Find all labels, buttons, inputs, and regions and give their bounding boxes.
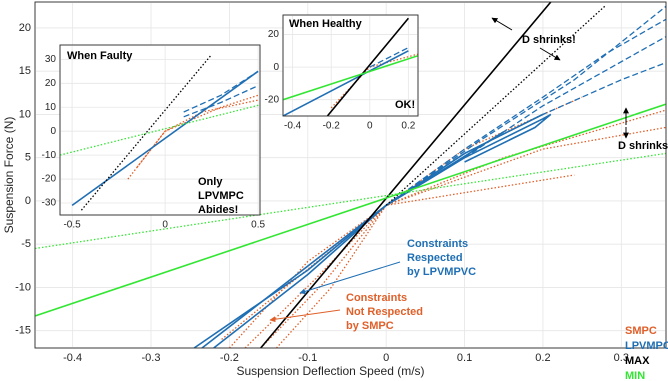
plot-area <box>59 44 261 216</box>
annotation: When Faulty <box>67 50 133 62</box>
y-tick-label: 20 <box>45 78 57 89</box>
series-line <box>193 113 552 348</box>
annotation: Constraints <box>346 292 407 304</box>
series-line <box>283 54 418 101</box>
plot-area <box>282 14 419 117</box>
y-tick-label: -20 <box>265 94 280 105</box>
x-tick-label: -0.5 <box>63 220 81 231</box>
series-line <box>385 18 666 206</box>
plot-frame <box>59 44 261 216</box>
series-line <box>183 70 259 113</box>
series-line <box>183 85 259 118</box>
legend-entry: SMPC <box>625 325 657 337</box>
lines <box>60 54 260 211</box>
x-tick-label: -0.1 <box>298 352 317 364</box>
y-tick-label: -5 <box>21 238 31 250</box>
series-line <box>385 5 607 206</box>
x-tick-label: 0.2 <box>535 352 550 364</box>
plot-frame <box>282 14 419 117</box>
y-tick-label: 20 <box>268 29 280 40</box>
annotation: by LPVMPVC <box>407 266 476 278</box>
series-line <box>80 54 213 211</box>
series-line <box>385 5 666 206</box>
y-tick-label: -20 <box>42 174 57 185</box>
series-line <box>283 50 409 116</box>
legend-entry: LPVMPC <box>625 340 668 352</box>
annotation: D shrinks! <box>522 34 576 46</box>
series-line <box>326 17 410 116</box>
series-line <box>127 99 259 180</box>
series-line <box>35 103 666 317</box>
y-tick-label: 0 <box>25 195 31 207</box>
x-tick-label: -0.2 <box>220 352 239 364</box>
series-line <box>275 204 387 348</box>
y-tick-label: 20 <box>19 22 31 34</box>
y-tick-label: -15 <box>15 325 31 337</box>
lines <box>35 2 666 348</box>
annotation-arrow <box>269 309 341 323</box>
x-tick-label: 0.5 <box>251 220 265 231</box>
inset: -0.5 0 0.5 -30 -20 -10 0 10 20 30 When Faulty Only L… <box>42 44 266 231</box>
annotation: Not Respected <box>346 306 423 318</box>
x-tick-label: -0.3 <box>142 352 161 364</box>
annotation-arrow <box>539 47 561 61</box>
annotation-arrow <box>299 261 401 295</box>
annotation: Abides! <box>198 204 238 216</box>
annotation: OK! <box>395 99 415 111</box>
annotation: D shrinks! <box>618 140 668 152</box>
y-tick-label: -10 <box>15 281 31 293</box>
y-tick-label: 10 <box>19 108 31 120</box>
y-tick-label: 5 <box>25 152 31 164</box>
series-line <box>71 70 259 207</box>
series-line <box>369 47 409 68</box>
annotation-arrow <box>491 17 513 31</box>
x-tick-label: 0 <box>367 121 373 132</box>
series-line <box>35 152 666 250</box>
y-tick-label: -10 <box>42 150 57 161</box>
y-tick-label: 0 <box>273 62 279 73</box>
x-tick-label: 0.1 <box>457 352 472 364</box>
x-tick-label: -0.2 <box>323 121 341 132</box>
x-tick-label: -0.4 <box>63 352 82 364</box>
y-tick-label: 10 <box>45 102 57 113</box>
y-tick-label: 15 <box>19 65 31 77</box>
y-tick-label: 0 <box>50 126 56 137</box>
legend-entry: MIN <box>625 370 645 381</box>
lines <box>283 17 418 116</box>
annotation: LPVMPC <box>198 190 244 202</box>
inset: -0.4 -0.2 0 0.2 -20 0 20 When Healthy OK! <box>265 14 419 132</box>
y-axis-label: Suspension Force (N) <box>2 117 16 234</box>
x-tick-label: -0.4 <box>284 121 302 132</box>
plot-frame <box>34 1 667 349</box>
series-line <box>221 174 575 340</box>
annotation: Respected <box>407 252 463 264</box>
annotation: When Healthy <box>289 18 363 30</box>
x-tick-label: 0.3 <box>614 352 629 364</box>
x-tick-label: 0 <box>162 220 168 231</box>
x-tick-label: 0.2 <box>401 121 415 132</box>
series-line <box>385 61 666 206</box>
legend-entry: MAX <box>625 355 650 367</box>
y-tick-label: 30 <box>45 54 57 65</box>
y-tick-label: -30 <box>42 198 57 209</box>
annotation: by SMPC <box>346 320 394 332</box>
x-axis-label: Suspension Deflection Speed (m/s) <box>236 364 424 378</box>
series-line <box>464 36 666 159</box>
annotation: Constraints <box>407 238 468 250</box>
series-line <box>60 104 260 156</box>
annotation: Only <box>198 176 223 188</box>
x-tick-label: 0 <box>383 352 389 364</box>
